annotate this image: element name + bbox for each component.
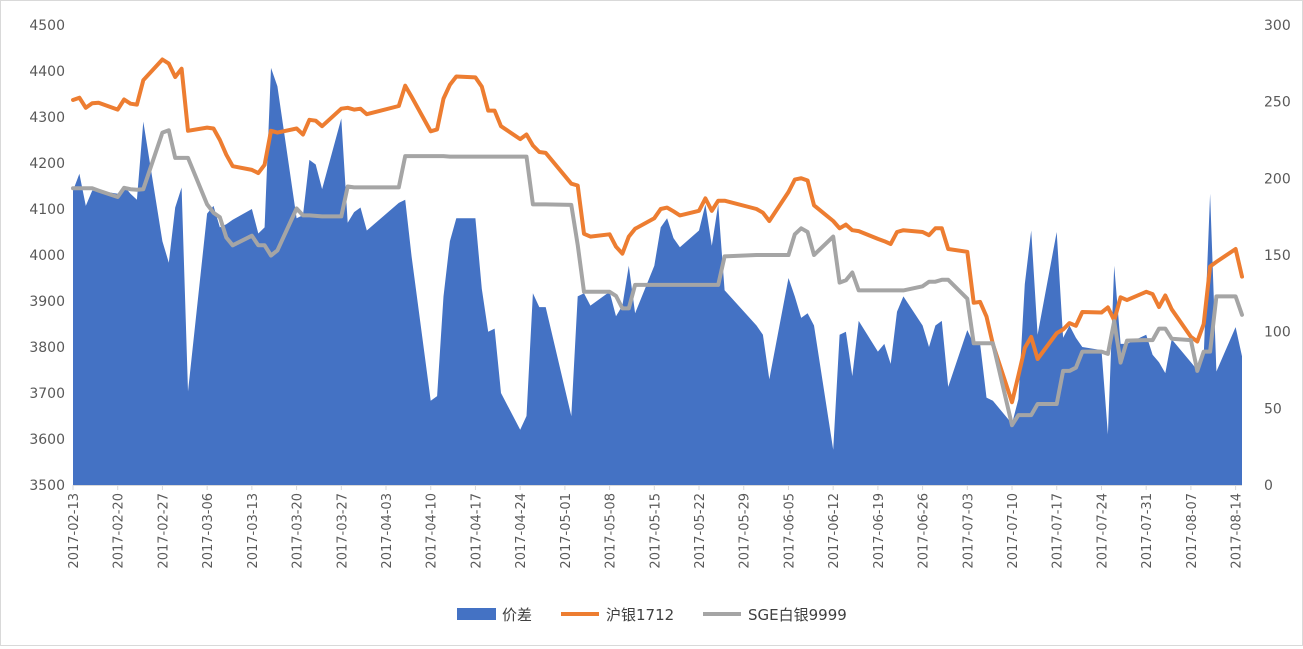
x-tick-label: 2017-04-03: [380, 493, 395, 569]
x-tick-label: 2017-05-08: [604, 493, 619, 569]
x-tick-label: 2017-05-22: [693, 493, 708, 569]
line-layer: [71, 57, 1244, 428]
x-tick-label: 2017-03-13: [246, 493, 261, 569]
x-tick-label: 2017-02-27: [156, 493, 171, 569]
x-tick-label: 2017-06-19: [872, 493, 887, 569]
y-right-tick-label: 300: [1264, 18, 1291, 34]
y-left-tick-label: 3600: [29, 432, 65, 448]
x-tick-label: 2017-08-07: [1185, 493, 1200, 569]
y-right-tick-label: 100: [1264, 325, 1291, 341]
axis-layer: 3500 3600 3700 3800 3900 4000 4100 4200 4300 4400…: [29, 18, 1290, 569]
x-tick-label: 2017-06-26: [917, 493, 932, 569]
y-right-tick-label: 0: [1264, 478, 1273, 494]
x-tick-label: 2017-02-13: [67, 493, 82, 569]
x-tick-label: 2017-04-24: [514, 493, 529, 569]
series-line-sge: [71, 128, 1244, 428]
x-tick-label: 2017-05-29: [738, 493, 753, 569]
x-tick-label: 2017-04-17: [469, 493, 484, 569]
y-left-tick-label: 3800: [29, 340, 65, 356]
y-left-tick-label: 4300: [29, 110, 65, 126]
y-left-tick-label: 4500: [29, 18, 65, 34]
x-tick-label: 2017-04-10: [425, 493, 440, 569]
x-tick-label: 2017-03-06: [201, 493, 216, 569]
x-tick-label: 2017-08-14: [1230, 493, 1245, 569]
y-left-tick-label: 4400: [29, 64, 65, 80]
y-left-tick-label: 3700: [29, 386, 65, 402]
y-left-tick-label: 3500: [29, 478, 65, 494]
x-tick-label: 2017-06-05: [782, 493, 797, 569]
legend-swatch-spread: [457, 608, 496, 620]
y-left-tick-label: 3900: [29, 294, 65, 310]
legend-label: 价差: [502, 606, 532, 624]
y-right-tick-label: 50: [1264, 401, 1282, 417]
y-right-tick-label: 200: [1264, 171, 1291, 187]
x-tick-label: 2017-02-20: [112, 493, 127, 569]
legend: 价差 沪银1712 SGE白银9999: [457, 606, 847, 624]
x-tick-label: 2017-05-15: [648, 493, 663, 569]
x-tick-label: 2017-06-12: [827, 493, 842, 569]
x-tick-label: 2017-05-01: [559, 493, 574, 569]
y-left-tick-label: 4100: [29, 202, 65, 218]
y-left-tick-label: 4200: [29, 156, 65, 172]
y-left-tick-label: 4000: [29, 248, 65, 264]
x-tick-label: 2017-07-24: [1095, 493, 1110, 569]
x-tick-label: 2017-07-17: [1051, 493, 1066, 569]
x-tick-label: 2017-07-10: [1006, 493, 1021, 569]
x-tick-label: 2017-03-27: [335, 493, 350, 569]
x-tick-label: 2017-07-31: [1140, 493, 1155, 569]
legend-label: 沪银1712: [606, 606, 674, 624]
legend-label: SGE白银9999: [748, 606, 847, 624]
y-right-tick-label: 150: [1264, 248, 1291, 264]
x-tick-label: 2017-07-03: [961, 493, 976, 569]
spread-area-layer: [73, 67, 1242, 486]
y-right-tick-label: 250: [1264, 95, 1291, 111]
series-area-spread: [73, 67, 1242, 486]
x-tick-label: 2017-03-20: [291, 493, 306, 569]
series-line-shanghai: [71, 57, 1244, 405]
